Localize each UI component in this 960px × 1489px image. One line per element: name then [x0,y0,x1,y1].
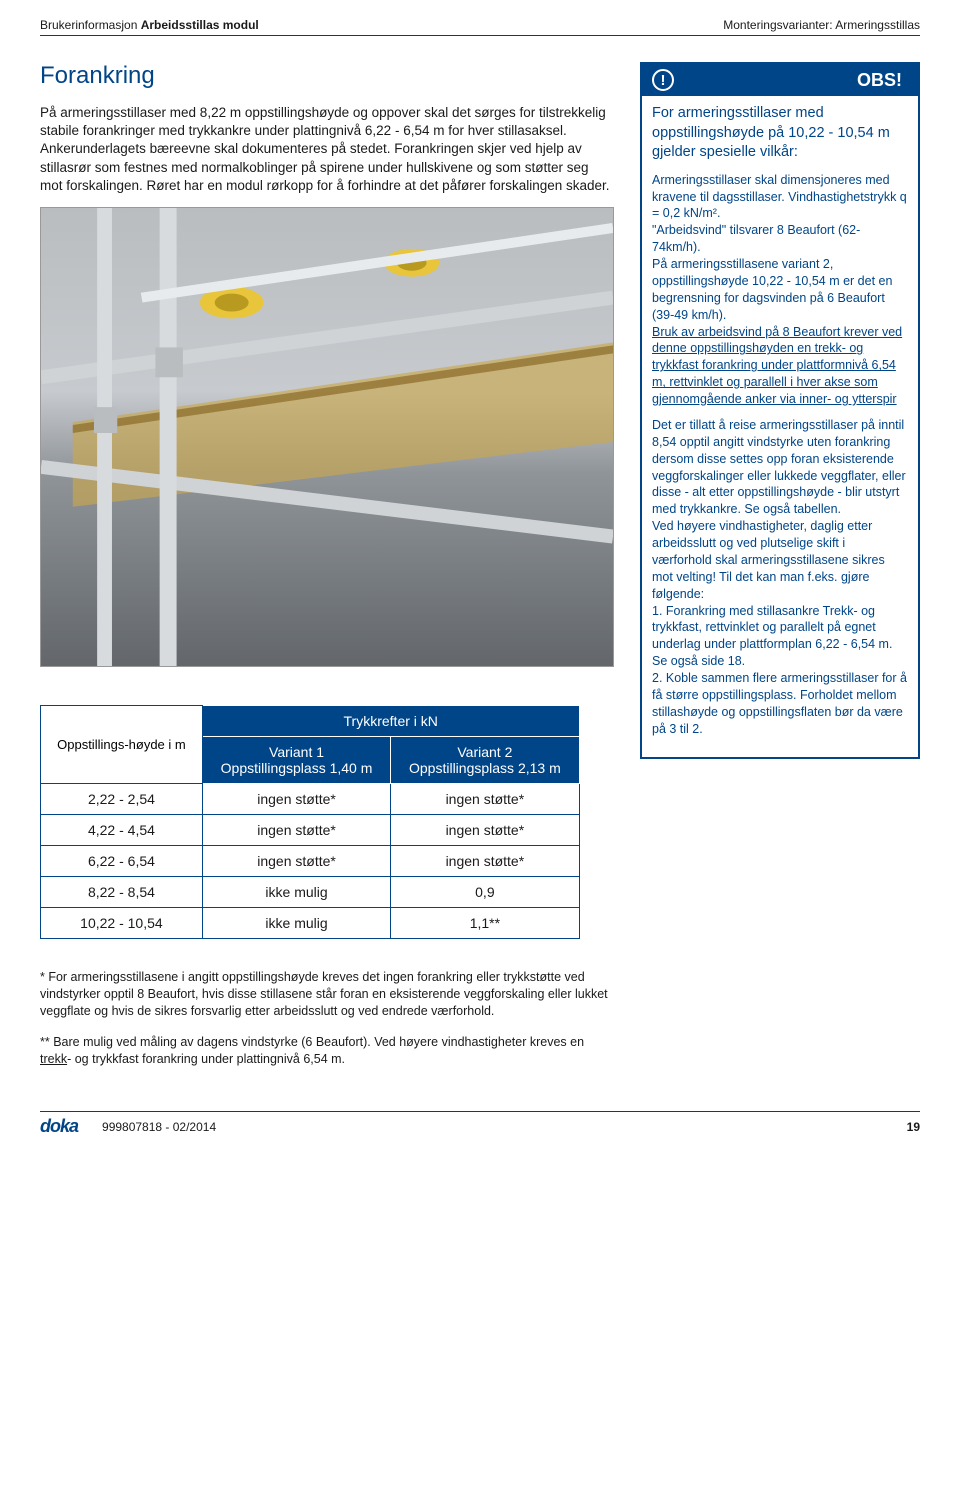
table-cell: ikke mulig [202,877,390,908]
page-header: Brukerinformasjon Arbeidsstillas modul M… [40,18,920,36]
obs-p3d: 2. Koble sammen flere armeringsstillaser… [652,671,907,736]
obs-p3: Det er tillatt å reise armeringsstillase… [652,417,908,738]
table-cell: ingen støtte* [202,846,390,877]
obs-p2a: Armeringsstillaser skal dimensjoneres me… [652,173,907,221]
footnotes: * For armeringsstillasene i angitt oppst… [40,969,614,1067]
warning-icon: ! [652,69,674,91]
table-cell: ingen støtte* [202,784,390,815]
table-row: 8,22 - 8,54 ikke mulig 0,9 [41,877,580,908]
table-cell: 0,9 [391,877,579,908]
footnote-2-b: - og trykkfast forankring under platting… [67,1052,345,1066]
obs-p2: Armeringsstillaser skal dimensjoneres me… [652,172,908,408]
header-left: Brukerinformasjon Arbeidsstillas modul [40,18,259,32]
obs-p2c: På armeringsstillasene variant 2, oppsti… [652,257,892,322]
table-row-header-title: Oppstillings-høyde i m [41,706,203,784]
footnote-2: ** Bare mulig ved måling av dagens vinds… [40,1034,614,1068]
obs-p3a: Det er tillatt å reise armeringsstillase… [652,418,906,516]
logo: doka [40,1116,78,1137]
table-cell: 4,22 - 4,54 [41,815,203,846]
obs-p3b: Ved høyere vindhastigheter, daglig etter… [652,519,885,601]
scaffold-illustration [40,207,614,667]
header-left-plain: Brukerinformasjon [40,18,141,32]
table-col1-header: Variant 1 Oppstillingsplass 1,40 m [202,737,390,784]
footnote-2-underline: trekk [40,1052,67,1066]
header-left-bold: Arbeidsstillas modul [141,18,259,32]
obs-body: For armeringsstillaser med oppstillingsh… [642,96,918,757]
footnote-1: * For armeringsstillasene i angitt oppst… [40,969,614,1020]
table-cell: 10,22 - 10,54 [41,908,203,939]
page-footer: doka 999807818 - 02/2014 19 [40,1111,920,1137]
obs-p3c: 1. Forankring med stillasankre Trekk- og… [652,604,892,669]
table-cell: 2,22 - 2,54 [41,784,203,815]
table-cell: ingen støtte* [202,815,390,846]
table-cell: ikke mulig [202,908,390,939]
table-cell: ingen støtte* [391,846,579,877]
table-cell: 8,22 - 8,54 [41,877,203,908]
table-row: 6,22 - 6,54 ingen støtte* ingen støtte* [41,846,580,877]
force-table: Oppstillings-høyde i m Trykkrefter i kN … [40,705,580,939]
intro-paragraph: På armeringsstillaser med 8,22 m oppstil… [40,104,614,195]
obs-title: OBS! [682,70,908,91]
table-row: 10,22 - 10,54 ikke mulig 1,1** [41,908,580,939]
section-title: Forankring [40,62,614,90]
table-cell: 6,22 - 6,54 [41,846,203,877]
table-row: 4,22 - 4,54 ingen støtte* ingen støtte* [41,815,580,846]
doc-id: 999807818 - 02/2014 [102,1120,907,1134]
obs-callout: ! OBS! For armeringsstillaser med oppsti… [640,62,920,759]
obs-p2d: Bruk av arbeidsvind på 8 Beaufort krever… [652,325,902,407]
page-number: 19 [907,1120,920,1134]
obs-p1: For armeringsstillaser med oppstillingsh… [652,104,908,163]
table-super-header: Trykkrefter i kN [202,706,579,737]
header-right: Monteringsvarianter: Armeringsstillas [723,18,920,32]
footnote-2-a: ** Bare mulig ved måling av dagens vinds… [40,1035,584,1049]
obs-p2b: "Arbeidsvind" tilsvarer 8 Beaufort (62-7… [652,223,860,254]
table-col2-header: Variant 2 Oppstillingsplass 2,13 m [391,737,579,784]
table-row: 2,22 - 2,54 ingen støtte* ingen støtte* [41,784,580,815]
table-body: 2,22 - 2,54 ingen støtte* ingen støtte* … [41,784,580,939]
table-cell: 1,1** [391,908,579,939]
table-cell: ingen støtte* [391,815,579,846]
obs-header: ! OBS! [642,64,918,96]
table-cell: ingen støtte* [391,784,579,815]
